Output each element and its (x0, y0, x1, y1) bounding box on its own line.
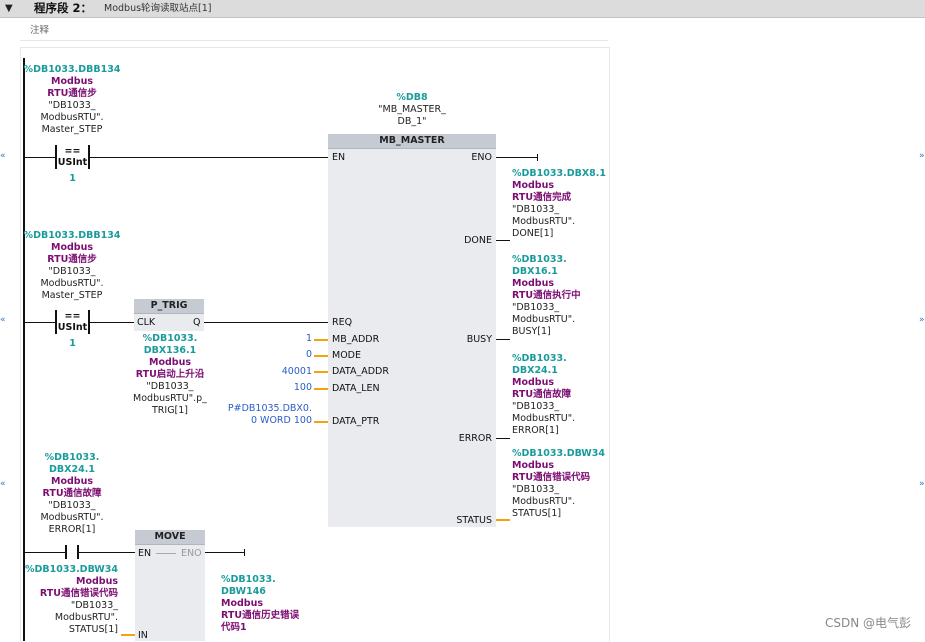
collapse-triangle-icon[interactable]: ▼ (5, 3, 13, 14)
power-rail (23, 58, 25, 641)
pin-q: Q (193, 317, 201, 328)
watermark: CSDN @电气彭 (824, 616, 911, 630)
param-wire (496, 519, 510, 521)
network-label: 程序段 2： (34, 1, 93, 15)
pin-data-ptr: DATA_PTR (332, 416, 380, 427)
network-comment[interactable]: 注释 (30, 25, 50, 36)
wire (79, 552, 135, 553)
pin-eno: ENO (471, 152, 492, 163)
no-contact-bar (77, 545, 79, 559)
comment-row[interactable] (20, 18, 608, 41)
pin-mb-addr: MB_ADDR (332, 334, 380, 345)
mb-master-title: MB_MASTER (328, 134, 496, 149)
scroll-left-icon[interactable]: « (0, 315, 6, 325)
move-out-operand[interactable]: %DB1033. DBW146 Modbus RTU通信历史错误 代码1 (221, 574, 300, 633)
param-mb-addr[interactable]: 1 (305, 333, 312, 344)
wire (496, 339, 510, 340)
out-busy-operand[interactable]: %DB1033. DBX16.1 Modbus RTU通信执行中 "DB1033… (512, 254, 581, 337)
param-wire (314, 355, 328, 357)
rung3-contact-operand[interactable]: %DB1033. DBX24.1 Modbus RTU通信故障 "DB1033_… (40, 452, 104, 535)
scroll-right-icon[interactable]: » (919, 315, 925, 325)
pin-clk: CLK (137, 317, 156, 328)
out-done-operand[interactable]: %DB1033.DBX8.1 Modbus RTU通信完成 "DB1033_ M… (512, 168, 606, 239)
wire (496, 438, 510, 439)
move-pin-in: IN (138, 630, 148, 641)
wire-end (244, 549, 245, 556)
pin-status: STATUS (456, 515, 492, 526)
out-status-operand[interactable]: %DB1033.DBW34 Modbus RTU通信错误代码 "DB1033_ … (512, 448, 606, 519)
ladder-canvas (20, 47, 610, 642)
move-internal-wire (156, 553, 176, 554)
move-block[interactable] (135, 530, 205, 641)
wire (25, 552, 65, 553)
rung2-contact-operand[interactable]: %DB1033.DBB134 Modbus RTU通信步 "DB1033_ Mo… (23, 230, 121, 301)
scroll-right-icon[interactable]: » (919, 479, 925, 489)
p-trig-operand[interactable]: %DB1033. DBX136.1 Modbus RTU启动上升沿 "DB103… (133, 333, 207, 416)
pin-mode: MODE (332, 350, 361, 361)
scroll-left-icon[interactable]: « (0, 479, 6, 489)
pin-data-len: DATA_LEN (332, 383, 380, 394)
wire (496, 157, 538, 158)
move-title: MOVE (135, 530, 205, 545)
wire (204, 322, 328, 323)
p-trig-title: P_TRIG (134, 299, 204, 314)
rung1-contact-operand[interactable]: %DB1033.DBB134 Modbus RTU通信步 "DB1033_ Mo… (23, 64, 121, 135)
wire (496, 240, 510, 241)
contact-bar-left (55, 310, 57, 334)
contact-bar-left (55, 145, 57, 169)
scroll-right-icon[interactable]: » (919, 151, 925, 161)
pin-en: EN (332, 152, 346, 163)
mb-master-block[interactable] (328, 134, 496, 527)
wire (25, 157, 55, 158)
param-data-len[interactable]: 100 (293, 382, 312, 393)
param-wire (314, 371, 328, 373)
pin-busy: BUSY (466, 334, 492, 345)
contact-compare-value[interactable]: 1 (69, 338, 76, 349)
param-mode[interactable]: 0 (305, 349, 312, 360)
wire (25, 322, 55, 323)
contact-bar-right (88, 310, 90, 334)
pin-data-addr: DATA_ADDR (332, 366, 389, 377)
pin-error: ERROR (458, 433, 492, 444)
move-in-operand[interactable]: %DB1033.DBW34 Modbus RTU通信错误代码 "DB1033_ … (24, 564, 118, 635)
network-header-bar (0, 0, 925, 18)
mb-master-instance[interactable]: %DB8 "MB_MASTER_ DB_1" (378, 92, 446, 127)
wire (205, 552, 245, 553)
scroll-left-icon[interactable]: « (0, 151, 6, 161)
param-wire (121, 634, 135, 636)
move-pin-en: EN (138, 548, 152, 559)
move-pin-eno: ENO (181, 548, 202, 559)
pin-done: DONE (464, 235, 492, 246)
param-data-ptr[interactable]: P#DB1035.DBX0. 0 WORD 100 (227, 403, 312, 426)
pin-req: REQ (332, 317, 353, 328)
param-data-addr[interactable]: 40001 (281, 366, 312, 377)
contact-bar-right (88, 145, 90, 169)
param-wire (314, 421, 328, 423)
wire-end (537, 154, 538, 161)
wire (90, 157, 328, 158)
no-contact[interactable] (65, 545, 67, 559)
out-error-operand[interactable]: %DB1033. DBX24.1 Modbus RTU通信故障 "DB1033_… (512, 353, 576, 436)
param-wire (314, 388, 328, 390)
network-title[interactable]: Modbus轮询读取站点[1] (104, 3, 212, 14)
contact-compare-value[interactable]: 1 (69, 173, 76, 184)
compare-contact-1[interactable]: == USInt (57, 146, 88, 168)
param-wire (314, 339, 328, 341)
wire (90, 322, 134, 323)
compare-contact-2[interactable]: == USInt (57, 311, 88, 333)
